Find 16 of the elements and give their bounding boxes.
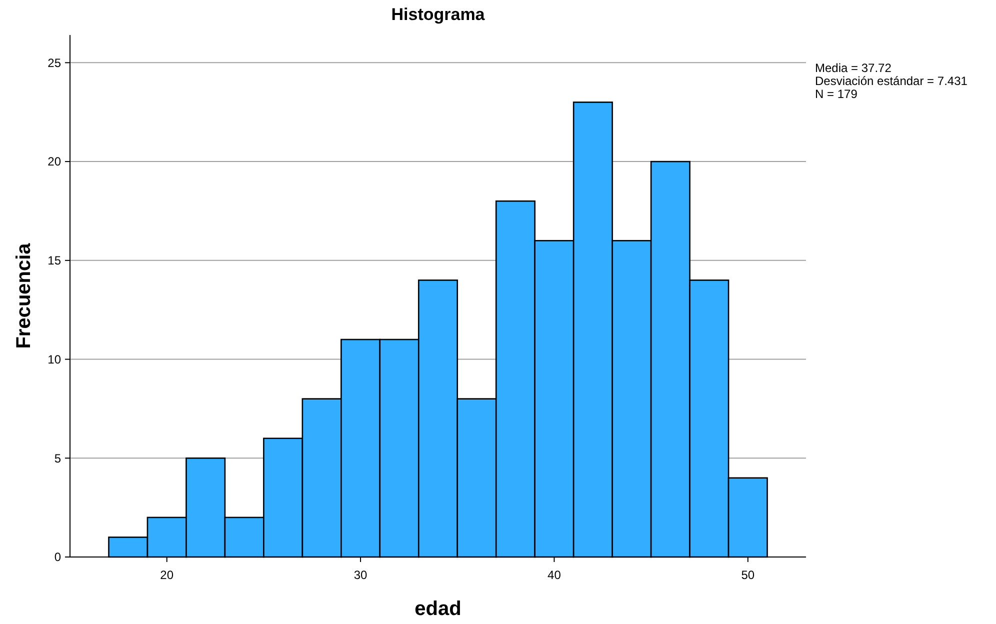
x-tick-label: 30 — [354, 568, 368, 582]
text: Media = 37.72 — [815, 61, 892, 75]
x-axis-title: edad — [414, 598, 462, 620]
y-tick-label: 0 — [54, 550, 62, 564]
y-tick-label: 10 — [48, 352, 62, 366]
text: Desviación estándar = 7.431 — [815, 74, 968, 88]
text: N = 179 — [815, 87, 858, 101]
y-tick-label: 15 — [48, 254, 62, 268]
x-tick-label: 50 — [741, 568, 755, 582]
y-axis-title: Frecuencia — [13, 242, 35, 349]
x-tick-label: 20 — [160, 568, 174, 582]
y-tick-label: 5 — [54, 451, 62, 466]
chart-title: Histograma — [391, 5, 486, 24]
y-tick-label: 20 — [48, 154, 62, 169]
y-tick-label: 25 — [48, 56, 62, 70]
x-tick-label: 40 — [548, 568, 562, 582]
